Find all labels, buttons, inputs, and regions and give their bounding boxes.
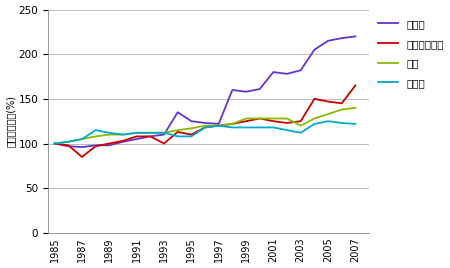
イネ <box>202 124 208 127</box>
イネ <box>298 124 303 127</box>
イネ <box>339 108 344 111</box>
ダイズ <box>202 121 208 125</box>
イネ <box>134 131 140 135</box>
コムギ <box>325 120 331 123</box>
ダイズ <box>353 35 358 38</box>
コムギ <box>189 135 194 138</box>
トウモロコシ <box>243 120 249 123</box>
トウモロコシ <box>93 145 99 148</box>
イネ <box>79 137 85 141</box>
イネ <box>161 131 166 135</box>
トウモロコシ <box>230 122 235 125</box>
イネ <box>189 127 194 130</box>
ダイズ <box>134 137 140 141</box>
コムギ <box>134 131 140 135</box>
イネ <box>66 140 71 143</box>
Y-axis label: 生産量増加率(%): 生産量増加率(%) <box>5 95 16 147</box>
トウモロコシ <box>202 126 208 129</box>
コムギ <box>175 135 180 138</box>
コムギ <box>339 121 344 125</box>
イネ <box>107 133 112 136</box>
コムギ <box>107 131 112 135</box>
コムギ <box>66 140 71 143</box>
ダイズ <box>298 69 303 72</box>
イネ <box>243 117 249 120</box>
ダイズ <box>120 140 126 143</box>
ダイズ <box>312 48 317 51</box>
コムギ <box>257 126 262 129</box>
コムギ <box>120 133 126 136</box>
コムギ <box>271 126 276 129</box>
ダイズ <box>175 111 180 114</box>
Line: コムギ: コムギ <box>54 121 356 144</box>
ダイズ <box>257 87 262 91</box>
イネ <box>52 142 57 145</box>
コムギ <box>148 131 153 135</box>
トウモロコシ <box>66 144 71 147</box>
ダイズ <box>161 133 166 136</box>
トウモロコシ <box>189 133 194 136</box>
Legend: ダイズ, トウモロコシ, イネ, コムギ: ダイズ, トウモロコシ, イネ, コムギ <box>378 19 444 88</box>
ダイズ <box>325 39 331 42</box>
コムギ <box>93 129 99 132</box>
トウモロコシ <box>271 120 276 123</box>
Line: ダイズ: ダイズ <box>54 36 356 147</box>
ダイズ <box>230 88 235 92</box>
イネ <box>230 122 235 125</box>
コムギ <box>161 131 166 135</box>
イネ <box>312 117 317 120</box>
ダイズ <box>271 70 276 74</box>
イネ <box>216 124 221 127</box>
コムギ <box>202 126 208 129</box>
トウモロコシ <box>339 102 344 105</box>
イネ <box>93 135 99 138</box>
イネ <box>148 131 153 135</box>
トウモロコシ <box>161 142 166 145</box>
ダイズ <box>93 144 99 147</box>
トウモロコシ <box>52 142 57 145</box>
Line: トウモロコシ: トウモロコシ <box>54 85 356 157</box>
トウモロコシ <box>257 117 262 120</box>
コムギ <box>298 131 303 135</box>
コムギ <box>284 129 290 132</box>
イネ <box>175 129 180 132</box>
ダイズ <box>339 36 344 40</box>
ダイズ <box>216 122 221 125</box>
ダイズ <box>107 144 112 147</box>
コムギ <box>79 137 85 141</box>
ダイズ <box>52 142 57 145</box>
コムギ <box>353 122 358 125</box>
コムギ <box>243 126 249 129</box>
イネ <box>284 117 290 120</box>
コムギ <box>216 124 221 127</box>
イネ <box>325 113 331 116</box>
コムギ <box>230 126 235 129</box>
トウモロコシ <box>298 120 303 123</box>
イネ <box>120 133 126 136</box>
トウモロコシ <box>325 100 331 103</box>
トウモロコシ <box>134 135 140 138</box>
トウモロコシ <box>353 84 358 87</box>
トウモロコシ <box>312 97 317 100</box>
トウモロコシ <box>284 121 290 125</box>
トウモロコシ <box>107 142 112 145</box>
ダイズ <box>189 120 194 123</box>
イネ <box>353 106 358 109</box>
イネ <box>257 117 262 120</box>
イネ <box>271 117 276 120</box>
ダイズ <box>284 72 290 76</box>
ダイズ <box>79 146 85 149</box>
コムギ <box>312 122 317 125</box>
トウモロコシ <box>216 124 221 127</box>
トウモロコシ <box>79 155 85 159</box>
ダイズ <box>66 145 71 148</box>
トウモロコシ <box>148 135 153 138</box>
ダイズ <box>243 90 249 93</box>
Line: イネ: イネ <box>54 108 356 144</box>
コムギ <box>52 142 57 145</box>
ダイズ <box>148 135 153 138</box>
トウモロコシ <box>120 139 126 143</box>
トウモロコシ <box>175 130 180 133</box>
